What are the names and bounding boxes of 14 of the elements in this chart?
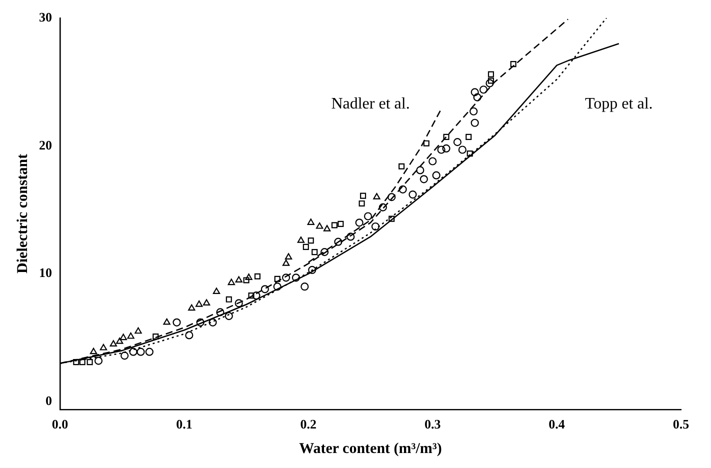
x-tick-label: 0.3 xyxy=(424,416,442,432)
x-tick-label: 0.1 xyxy=(176,416,192,432)
y-tick-label: 30 xyxy=(39,9,52,24)
x-tick-label: 0.0 xyxy=(52,416,68,432)
y-axis-title: Dielectric constant xyxy=(14,154,31,274)
annotation: Nadler et al. xyxy=(331,95,410,112)
x-tick-label: 0.5 xyxy=(672,416,690,432)
y-tick-label: 0 xyxy=(46,393,52,408)
annotation: Topp et al. xyxy=(585,95,653,112)
x-tick-label: 0.4 xyxy=(548,416,566,432)
y-tick-label: 10 xyxy=(39,265,52,280)
x-axis-title: Water content (m³/m³) xyxy=(299,440,442,457)
y-tick-label: 20 xyxy=(39,137,52,152)
x-tick-label: 0.2 xyxy=(300,416,317,432)
